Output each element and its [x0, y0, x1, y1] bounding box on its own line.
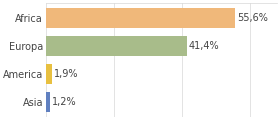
Bar [46, 8, 235, 28]
Text: 41,4%: 41,4% [188, 41, 219, 51]
Bar [46, 36, 187, 56]
Text: 1,2%: 1,2% [52, 97, 76, 107]
Text: 55,6%: 55,6% [237, 13, 268, 23]
Text: 1,9%: 1,9% [54, 69, 78, 79]
Bar [46, 92, 50, 112]
Bar [46, 64, 52, 84]
